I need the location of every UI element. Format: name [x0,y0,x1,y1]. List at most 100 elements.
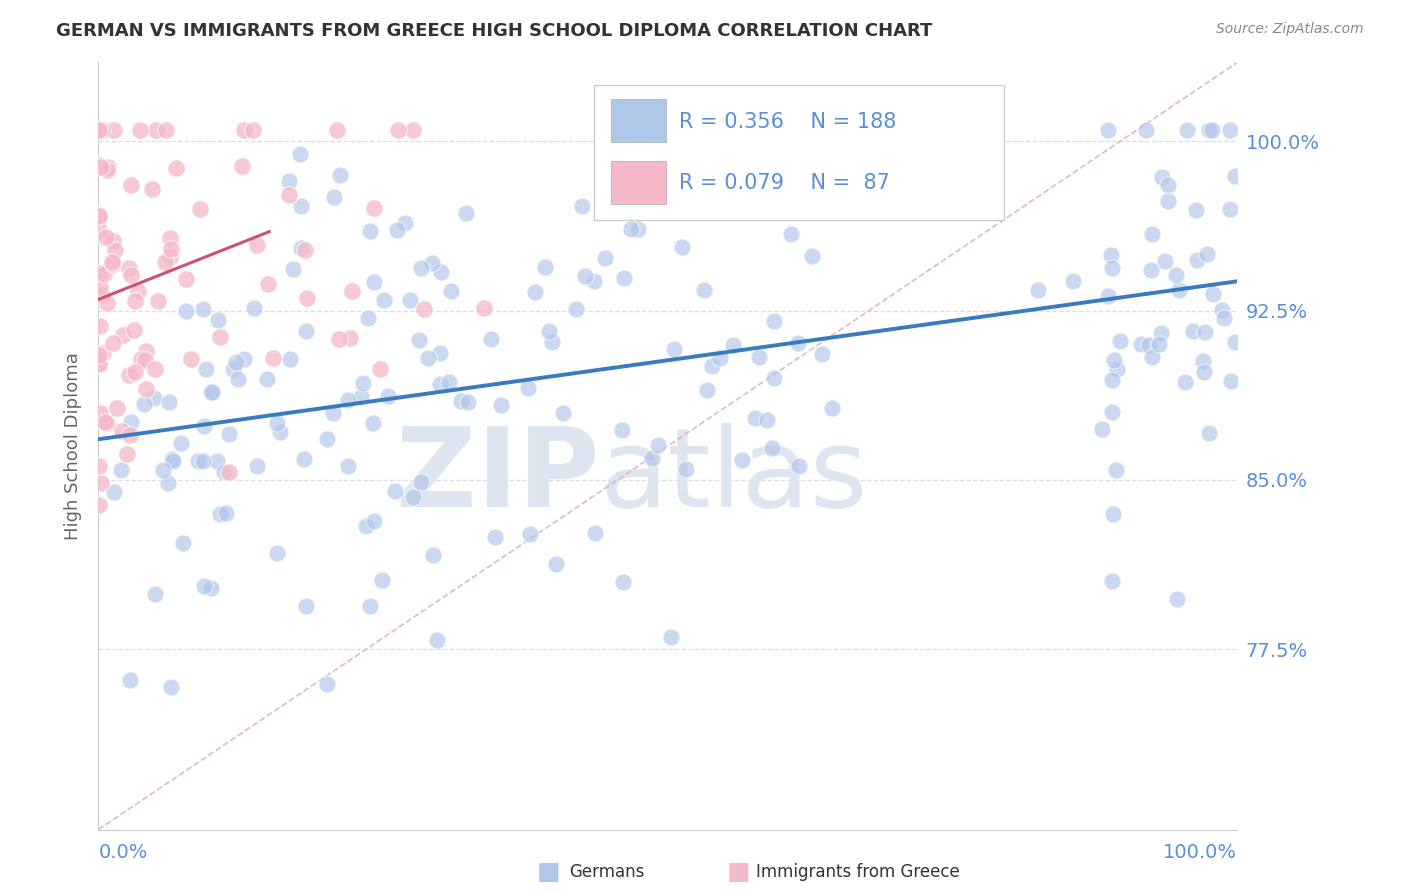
Point [387,123,409,137]
Point [105,401,128,416]
Point [152,463,174,477]
Point [1097,289,1119,303]
Point [1164,268,1187,283]
Point [1168,283,1191,297]
Point [172,535,194,549]
Point [143,587,166,601]
Point [246,459,269,474]
Point [91,123,114,137]
Point [657,123,679,137]
Point [193,301,215,316]
Point [120,268,142,282]
Point [1219,374,1241,388]
Point [256,371,278,385]
Point [571,198,593,212]
Point [1140,350,1163,364]
Point [671,240,693,254]
Point [134,352,156,367]
Point [551,407,574,421]
Point [517,381,540,395]
Point [89,406,111,420]
Point [489,398,512,412]
Point [411,475,433,489]
Point [290,199,312,213]
Point [87,357,110,371]
Point [96,295,118,310]
Point [87,356,110,370]
Point [429,265,451,279]
Point [1150,326,1173,340]
Point [402,123,425,137]
Point [145,123,167,137]
Point [134,382,156,396]
Point [398,293,420,307]
Point [1211,303,1233,318]
Point [786,335,808,350]
Point [437,375,460,389]
Point [787,459,810,474]
Point [94,416,117,430]
Point [290,147,312,161]
Point [1101,260,1123,275]
Point [1150,170,1173,185]
Point [120,415,142,429]
Point [1026,283,1049,297]
Point [193,579,215,593]
Point [657,181,679,195]
Point [1185,253,1208,268]
Point [574,268,596,283]
Text: Germans: Germans [569,863,645,881]
Point [242,301,264,316]
Point [218,465,240,479]
Point [87,499,110,513]
Point [89,280,111,294]
Point [744,411,766,425]
Text: ■: ■ [537,861,560,884]
Point [1181,324,1204,338]
Point [457,394,479,409]
Point [89,209,111,223]
Point [339,331,361,345]
Point [696,383,718,397]
Point [363,416,385,430]
Point [484,530,506,544]
Point [540,335,562,350]
Point [612,575,634,590]
Point [187,454,209,468]
Point [295,291,318,305]
Point [641,450,664,465]
Point [373,293,395,307]
Point [1140,227,1163,241]
Point [134,396,156,410]
Point [246,238,269,252]
Point [409,260,432,275]
Point [162,452,184,467]
Text: atlas: atlas [599,423,868,530]
Point [100,255,122,269]
Point [225,355,247,369]
Point [1175,123,1198,137]
Point [159,250,181,264]
Point [1213,310,1236,325]
Point [524,285,547,299]
Point [1225,169,1247,184]
Point [519,526,541,541]
Point [188,202,211,216]
Point [87,123,110,137]
Point [1157,194,1180,208]
FancyBboxPatch shape [612,161,665,203]
Point [294,325,316,339]
Point [1202,287,1225,301]
Point [821,401,844,416]
Point [97,161,120,175]
Point [1102,508,1125,522]
Point [155,123,177,137]
Point [359,223,381,237]
Point [363,275,385,289]
Point [1192,365,1215,379]
Y-axis label: High School Diploma: High School Diploma [63,352,82,540]
Point [583,525,606,540]
Point [89,318,111,333]
Point [162,453,184,467]
Point [315,433,337,447]
